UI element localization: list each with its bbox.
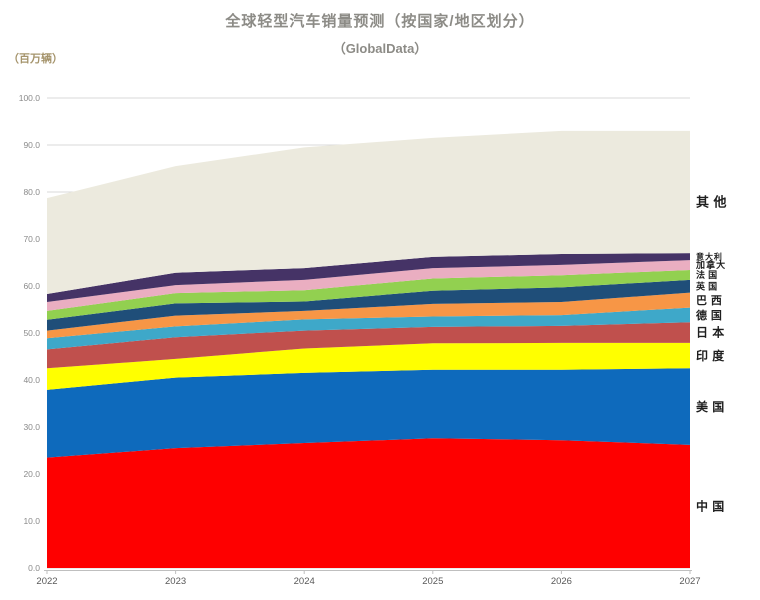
- area-法国: [47, 270, 690, 320]
- y-axis-tick-label: 50.0: [23, 328, 40, 338]
- series-label-中国: 中国: [696, 499, 728, 514]
- series-label-巴西: 巴西: [696, 294, 726, 307]
- y-axis-tick-label: 20.0: [23, 469, 40, 479]
- y-axis-tick-label: 90.0: [23, 140, 40, 150]
- area-中国: [47, 438, 690, 568]
- area-意大利: [47, 253, 690, 302]
- x-axis-tick-label: 2027: [679, 576, 700, 587]
- y-axis-tick-label: 70.0: [23, 234, 40, 244]
- x-axis-tick-label: 2025: [422, 576, 443, 587]
- x-axis-tick-label: 2026: [551, 576, 572, 587]
- series-label-日本: 日本: [696, 325, 728, 340]
- area-日本: [47, 322, 690, 369]
- y-axis-tick-label: 60.0: [23, 281, 40, 291]
- area-德国: [47, 307, 690, 350]
- series-label-印度: 印度: [696, 348, 728, 363]
- y-axis-unit-label: （百万辆）: [8, 53, 63, 65]
- series-label-德国: 德国: [695, 308, 726, 322]
- page-subtitle: （GlobalData）: [332, 41, 428, 56]
- series-label-意大利: 意大利: [696, 251, 723, 261]
- series-label-英国: 英国: [695, 280, 720, 291]
- area-巴西: [47, 292, 690, 339]
- area-印度: [47, 342, 690, 390]
- series-label-美国: 美国: [696, 399, 728, 414]
- y-axis-tick-label: 30.0: [23, 422, 40, 432]
- x-axis-tick-label: 2022: [36, 576, 57, 587]
- y-axis-tick-label: 0.0: [28, 563, 40, 573]
- y-axis-tick-label: 10.0: [23, 516, 40, 526]
- area-美国: [47, 368, 690, 458]
- area-加拿大: [47, 260, 690, 311]
- area-英国: [47, 279, 690, 331]
- y-axis-tick-label: 100.0: [19, 93, 41, 103]
- area-其他: [47, 130, 690, 294]
- x-axis-tick-label: 2024: [294, 576, 315, 587]
- y-axis-tick-label: 40.0: [23, 375, 40, 385]
- y-axis-tick-label: 80.0: [23, 187, 40, 197]
- series-label-法国: 法国: [696, 269, 720, 280]
- x-axis-tick-label: 2023: [165, 576, 186, 587]
- page-title: 全球轻型汽车销量预测（按国家/地区划分）: [225, 13, 535, 30]
- series-label-其他: 其他: [696, 195, 731, 210]
- series-label-加拿大: 加拿大: [695, 259, 726, 270]
